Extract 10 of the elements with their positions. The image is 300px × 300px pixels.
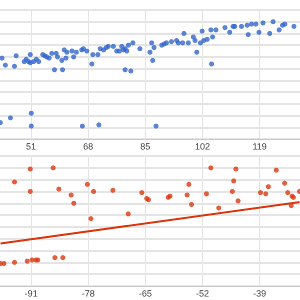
x-tick-label: -78 (82, 288, 95, 298)
x-tick-label: 85 (140, 142, 150, 152)
x-tick-label: 68 (83, 142, 94, 152)
x-tick-label: -65 (138, 288, 152, 298)
x-tick-label: -39 (253, 288, 266, 298)
x-tick-label: 119 (252, 142, 267, 152)
x-tick-label: -52 (196, 288, 209, 298)
x-tick-label: 51 (26, 142, 36, 152)
x-tick-label: 102 (194, 142, 210, 152)
x-tick-label: -91 (24, 288, 38, 298)
